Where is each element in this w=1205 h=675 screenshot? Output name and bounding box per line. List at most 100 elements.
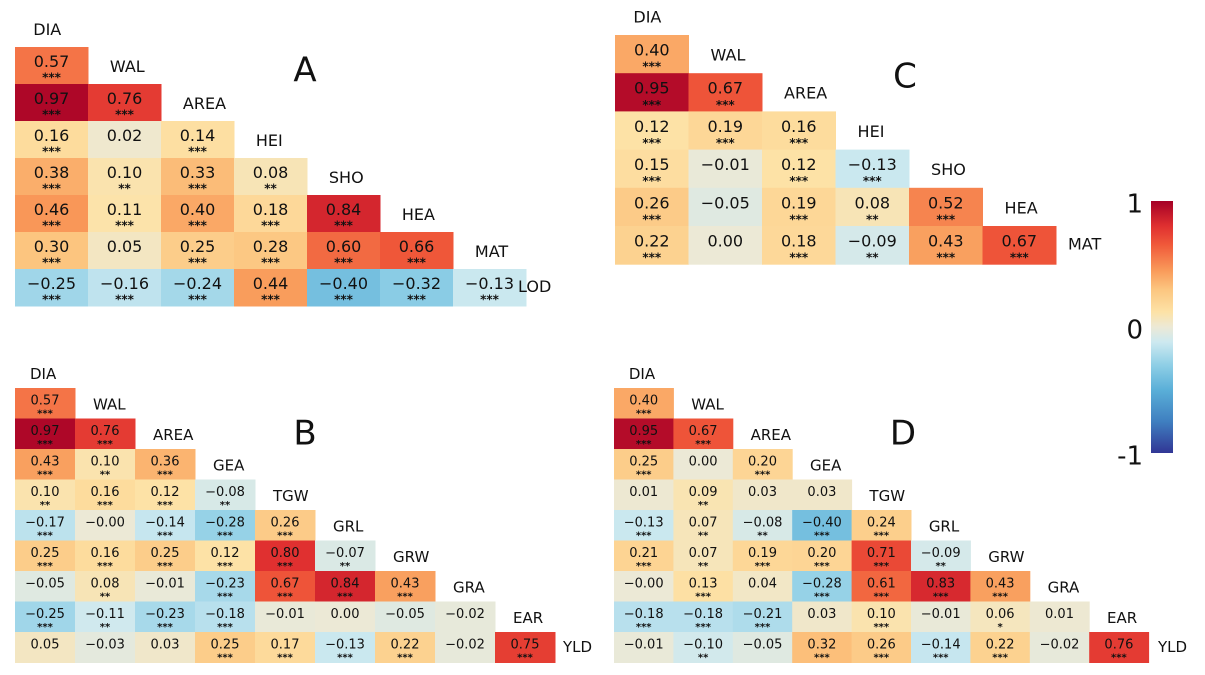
heatmap-cell: −0.24*** [161, 269, 235, 307]
cell-significance-label: ** [698, 653, 709, 664]
cell-value-label: 0.10 [867, 607, 896, 622]
cell-significance-label: *** [642, 251, 662, 265]
cell-significance-label: *** [261, 219, 281, 233]
cell-value-label: 0.33 [180, 163, 216, 182]
cell-fill [15, 158, 89, 196]
cell-fill [88, 158, 162, 196]
cell-significance-label: *** [217, 531, 233, 542]
cell-value-label: −0.18 [624, 607, 664, 622]
cell-fill [375, 571, 436, 602]
cell-significance-label: *** [188, 145, 208, 159]
heatmap-cell: 0.95*** [614, 418, 674, 450]
cell-significance-label: ** [40, 500, 51, 511]
cell-fill [851, 571, 912, 602]
heatmap-cell: −0.28*** [195, 510, 256, 542]
cell-value-label: −0.14 [921, 637, 961, 652]
heatmap-cell: 0.30*** [15, 232, 89, 270]
panel-title: A [293, 51, 316, 91]
cell-value-label: 0.03 [151, 637, 180, 652]
colorbar-tick-label: 1 [1126, 190, 1143, 220]
cell-value-label: −0.01 [701, 155, 750, 174]
cell-fill [732, 632, 793, 663]
cell-significance-label: *** [157, 622, 173, 633]
variable-label-dia: DIA [33, 20, 61, 39]
cell-value-label: 0.67 [1001, 232, 1037, 251]
panel-title: C [893, 57, 917, 97]
cell-significance-label: *** [37, 561, 53, 572]
cell-value-label: 0.22 [986, 637, 1015, 652]
heatmap-cell: −0.40*** [307, 269, 381, 307]
cell-value-label: 0.12 [781, 155, 817, 174]
cell-significance-label: *** [337, 653, 353, 664]
variable-label-tgw: TGW [868, 487, 905, 505]
cell-value-label: −0.32 [392, 274, 441, 293]
cell-significance-label: *** [37, 439, 53, 450]
cell-fill [970, 601, 1031, 633]
cell-fill [792, 632, 853, 663]
cell-fill [673, 479, 734, 511]
cell-fill [161, 232, 235, 270]
cell-value-label: 0.10 [31, 485, 60, 500]
cell-significance-label: *** [789, 174, 809, 188]
variable-label-hei: HEI [256, 131, 283, 150]
cell-fill [307, 269, 381, 307]
cell-value-label: 0.66 [399, 237, 435, 256]
heatmap-cell: 0.01 [614, 479, 674, 511]
cell-fill [15, 479, 76, 511]
cell-value-label: 0.61 [867, 576, 896, 591]
variable-label-dia: DIA [30, 365, 57, 383]
cell-value-label: 0.07 [689, 546, 718, 561]
heatmap-cell: 0.04 [732, 571, 793, 602]
heatmap-cell: 0.00 [673, 449, 734, 480]
colorbar: 1 0 -1 [1117, 190, 1173, 472]
cell-significance-label: *** [397, 592, 413, 603]
cell-value-label: 0.03 [748, 485, 777, 500]
cell-significance-label: *** [814, 561, 830, 572]
heatmap-cell: −0.25*** [15, 269, 89, 307]
cell-value-label: 0.76 [107, 89, 143, 108]
heatmap-cell: 0.10** [75, 449, 136, 481]
cell-fill [195, 632, 256, 663]
cell-fill [135, 449, 196, 480]
cell-value-label: 0.07 [689, 515, 718, 530]
cell-significance-label: *** [97, 561, 113, 572]
cell-value-label: 0.00 [331, 607, 360, 622]
cell-fill [15, 449, 76, 480]
cell-value-label: 0.05 [107, 237, 143, 256]
cell-fill [195, 571, 256, 602]
heatmap-cell: −0.10** [673, 632, 734, 664]
heatmap-cell: 0.44*** [234, 269, 308, 307]
cell-fill [75, 571, 136, 602]
cell-fill [851, 632, 912, 663]
heatmap-cell: 0.19*** [688, 111, 763, 151]
cell-significance-label: *** [755, 561, 771, 572]
cell-value-label: 0.22 [634, 232, 670, 251]
cell-significance-label: *** [480, 293, 500, 307]
cell-fill [673, 571, 734, 602]
variable-label-grl: GRL [929, 517, 960, 535]
cell-fill [762, 111, 836, 151]
variable-label-tgw: TGW [272, 487, 309, 505]
heatmap-cell: −0.01 [135, 571, 196, 602]
cell-fill [15, 632, 76, 663]
cell-fill [762, 187, 836, 227]
heatmap-cell: 0.26*** [851, 632, 912, 664]
cell-fill [792, 540, 853, 572]
cell-value-label: −0.09 [848, 232, 897, 251]
heatmap-cell: 0.08** [75, 571, 136, 603]
cell-value-label: 0.19 [781, 193, 817, 212]
cell-fill [688, 187, 763, 227]
heatmap-cell: 0.09** [673, 479, 734, 511]
cell-fill [835, 149, 910, 189]
cell-fill [15, 121, 89, 159]
cell-fill [135, 601, 196, 633]
cell-significance-label: *** [407, 293, 427, 307]
cell-value-label: 0.12 [211, 546, 240, 561]
cell-value-label: 0.21 [629, 546, 658, 561]
cell-significance-label: ** [220, 500, 231, 511]
cell-significance-label: *** [337, 592, 353, 603]
cell-fill [673, 418, 734, 450]
cell-fill [615, 226, 689, 265]
cell-fill [909, 226, 983, 265]
heatmap-cell: −0.08** [732, 510, 793, 542]
